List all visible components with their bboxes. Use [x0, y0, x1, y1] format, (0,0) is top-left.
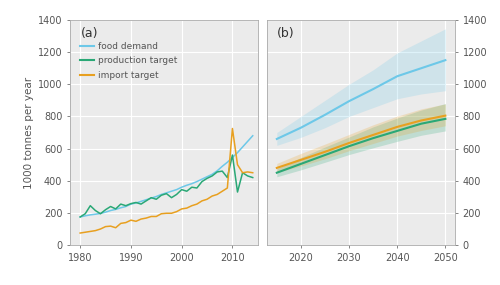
Text: (b): (b)	[276, 27, 294, 40]
Text: (a): (a)	[82, 27, 99, 40]
Y-axis label: 1000 tonnes per year: 1000 tonnes per year	[24, 76, 34, 189]
Legend: food demand, production target, import target: food demand, production target, import t…	[78, 40, 180, 82]
